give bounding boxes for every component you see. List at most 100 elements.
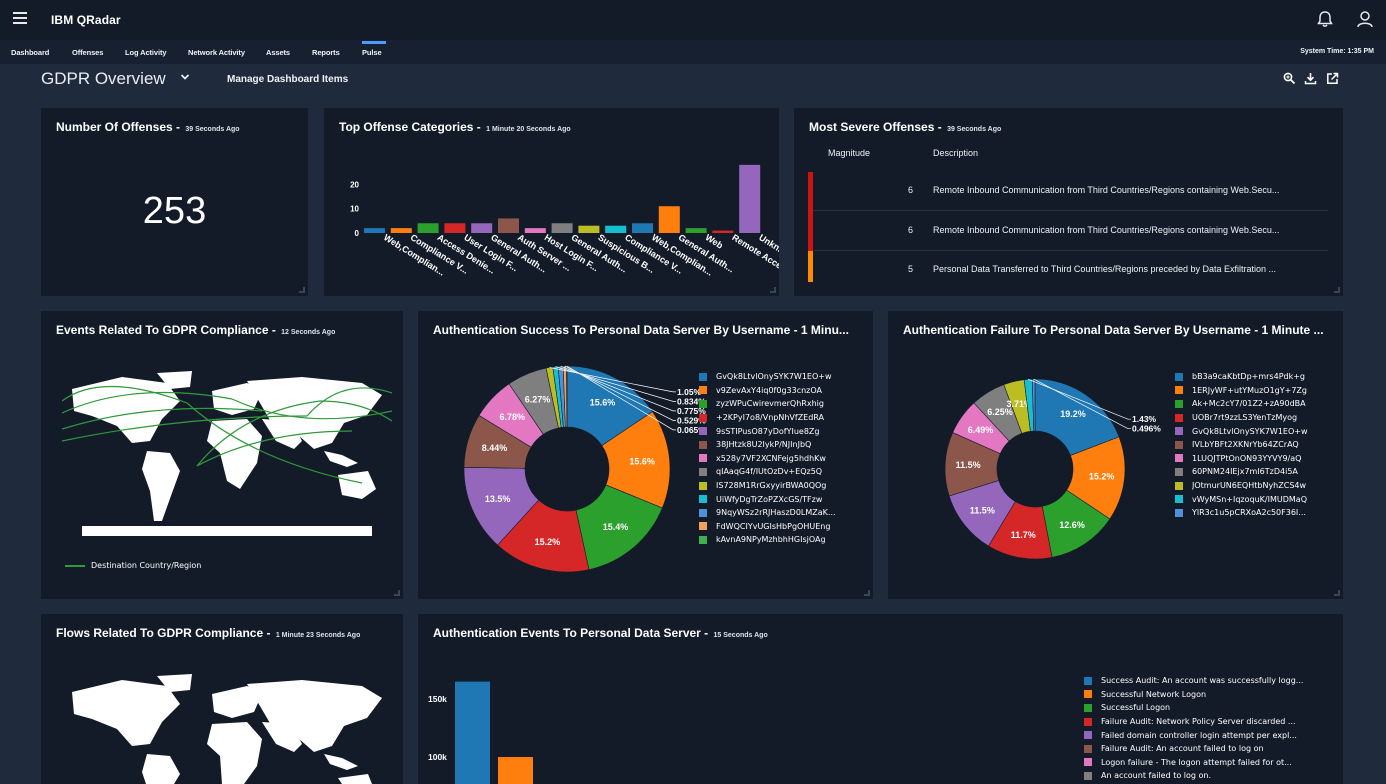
legend-label: GvQk8LtvlOnySYK7W1EO+w [1192,427,1308,436]
legend-label: IVLbYBFt2XKNrYb64ZCrAQ [1192,440,1299,449]
table-row[interactable]: 5 Personal Data Transferred to Third Cou… [808,251,1328,290]
legend-swatch [699,386,707,394]
card-title: Most Severe Offenses - 39 Seconds Ago [809,120,1001,134]
slice-label: 15.2% [535,537,561,547]
tab-reports[interactable]: Reports [312,48,340,57]
tab-pulse[interactable]: Pulse [362,48,382,57]
legend-item[interactable]: UiWfyDgTrZoPZXcGS/TFzw [699,492,857,506]
legend-swatch [1084,772,1092,780]
category-bar [605,226,626,233]
legend-item[interactable]: qIAaqG4f/IUtOzDv+EQz5Q [699,465,857,479]
slice-label: 1.43% [1132,414,1157,424]
download-icon[interactable] [1304,72,1317,85]
column-header-magnitude[interactable]: Magnitude [828,148,870,158]
legend-item[interactable]: 9NqyWSz2rRJHaszD0LMZaK... [699,506,857,520]
legend-item[interactable]: Failure Audit: Network Policy Server dis… [1084,715,1334,729]
legend-item[interactable]: IVLbYBFt2XKNrYb64ZCrAQ [1175,438,1327,452]
legend-item[interactable]: Successful Network Logon [1084,688,1334,702]
notification-bell-icon[interactable] [1315,9,1335,29]
resize-handle[interactable] [864,590,870,596]
offense-description[interactable]: Remote Inbound Communication from Third … [933,185,1323,195]
slice-label: 11.5% [956,460,981,470]
legend-swatch [1084,718,1092,726]
slice-label: 6.78% [499,412,525,422]
offense-description[interactable]: Personal Data Transferred to Third Count… [933,264,1323,274]
magnitude-color-bar [808,211,813,251]
legend-item[interactable]: x528y7VF2XCNFejg5hdhKw [699,452,857,466]
dashboard-title[interactable]: GDPR Overview [41,69,166,89]
tab-network-activity[interactable]: Network Activity [188,48,245,57]
legend-swatch [699,509,707,517]
legend-item[interactable]: 38JHtzk8U2IykP/NJInJbQ [699,438,857,452]
legend-item[interactable]: v9ZevAxY4iq0f0g33cnzOA [699,384,857,398]
legend-item[interactable]: GvQk8LtvlOnySYK7W1EO+w [1175,424,1327,438]
table-row[interactable]: 6 Remote Inbound Communication from Thir… [808,172,1328,211]
slice-label: 6.49% [968,425,994,435]
hamburger-menu-icon[interactable] [13,12,27,24]
legend-label: 60PNM24IEjx7mI6TzD4i5A [1192,467,1298,476]
legend-label: kAvnA9NPyMzhbhHGIsjOAg [716,535,826,544]
legend-item[interactable]: UOBr7rt9zzLS3YenTzMyog [1175,411,1327,425]
legend-swatch [1084,704,1092,712]
legend-swatch [699,454,707,462]
legend-label: 1ERJyWF+utYMuzO1gY+7Zg [1192,386,1307,395]
legend-item[interactable]: GvQk8LtvlOnySYK7W1EO+w [699,370,857,384]
resize-handle[interactable] [1334,287,1340,293]
tab-dashboard[interactable]: Dashboard [11,48,49,57]
tab-offenses[interactable]: Offenses [72,48,103,57]
magnitude-color-bar [808,251,813,282]
main-nav: Dashboard Offenses Log Activity Network … [0,40,1386,64]
legend-swatch [1175,427,1183,435]
chevron-down-icon[interactable] [180,72,190,82]
legend-item[interactable]: 60PNM24IEjx7mI6TzD4i5A [1175,465,1327,479]
legend-item[interactable]: kAvnA9NPyMzhbhHGIsjOAg [699,533,857,547]
legend-item[interactable]: IS728M1RrGxyyirBWA0QOg [699,479,857,493]
legend-item[interactable]: YlR3c1u5pCRXoA2c50F36I... [1175,506,1327,520]
offense-description[interactable]: Remote Inbound Communication from Third … [933,225,1323,235]
legend-item[interactable]: Success Audit: An account was successful… [1084,674,1334,688]
legend-item[interactable]: Failed domain controller login attempt p… [1084,728,1334,742]
legend-swatch [699,495,707,503]
legend-item[interactable]: zyzWPuCwirevmerQhRxhig [699,397,857,411]
legend-label: Ak+Mc2cY7/01Z2+zA90dBA [1192,399,1306,408]
resize-handle[interactable] [1334,590,1340,596]
legend-label: YlR3c1u5pCRXoA2c50F36I... [1192,508,1306,517]
manage-dashboard-items-button[interactable]: Manage Dashboard Items [227,74,348,85]
card-auth-failure: Authentication Failure To Personal Data … [888,311,1343,599]
search-zoom-icon[interactable] [1283,72,1296,85]
card-title: Flows Related To GDPR Compliance - 1 Min… [56,626,360,640]
legend-item[interactable]: An account failed to log on. [1084,769,1334,783]
legend-item[interactable]: vWyMSn+IqzoquK/IMUDMaQ [1175,492,1327,506]
legend-item[interactable]: 1LUQJTPtOnON93YYVY9/aQ [1175,452,1327,466]
slice-label: 6.27% [525,394,551,404]
auth-failure-legend: bB3a9caKbtDp+mrs4Pdk+g 1ERJyWF+utYMuzO1gY… [1175,370,1327,520]
legend-item[interactable]: FdWQCIYvUGIsHbPgOHUEng [699,520,857,534]
resize-handle[interactable] [299,287,305,293]
legend-item[interactable]: JOtmurUN6EQHtbNyhZCS4w [1175,479,1327,493]
legend-label: zyzWPuCwirevmerQhRxhig [716,399,824,408]
category-bar [632,223,653,233]
category-bar [525,228,546,233]
legend-item[interactable]: Successful Logon [1084,701,1334,715]
legend-item[interactable]: 1ERJyWF+utYMuzO1gY+7Zg [1175,384,1327,398]
legend-item[interactable]: 9sSTIPusO87yDofYIue8Zg [699,424,857,438]
open-external-icon[interactable] [1326,72,1339,85]
map-legend[interactable]: Destination Country/Region [65,561,201,570]
legend-item[interactable]: +2KPyI7o8/VnpNhVfZEdRA [699,411,857,425]
table-row[interactable]: 6 Remote Inbound Communication from Thir… [808,212,1328,251]
resize-handle[interactable] [394,590,400,596]
tab-log-activity[interactable]: Log Activity [125,48,166,57]
user-profile-icon[interactable] [1355,9,1375,29]
tab-assets[interactable]: Assets [266,48,290,57]
legend-swatch [699,373,707,381]
category-bar [578,226,599,233]
column-header-description[interactable]: Description [933,148,978,158]
legend-item[interactable]: Ak+Mc2cY7/01Z2+zA90dBA [1175,397,1327,411]
resize-handle[interactable] [770,287,776,293]
legend-swatch [1175,386,1183,394]
legend-item[interactable]: Failure Audit: An account failed to log … [1084,742,1334,756]
magnitude-color-bar [808,172,813,211]
legend-item[interactable]: Logon failure - The logon attempt failed… [1084,756,1334,770]
legend-swatch [699,468,707,476]
legend-item[interactable]: bB3a9caKbtDp+mrs4Pdk+g [1175,370,1327,384]
